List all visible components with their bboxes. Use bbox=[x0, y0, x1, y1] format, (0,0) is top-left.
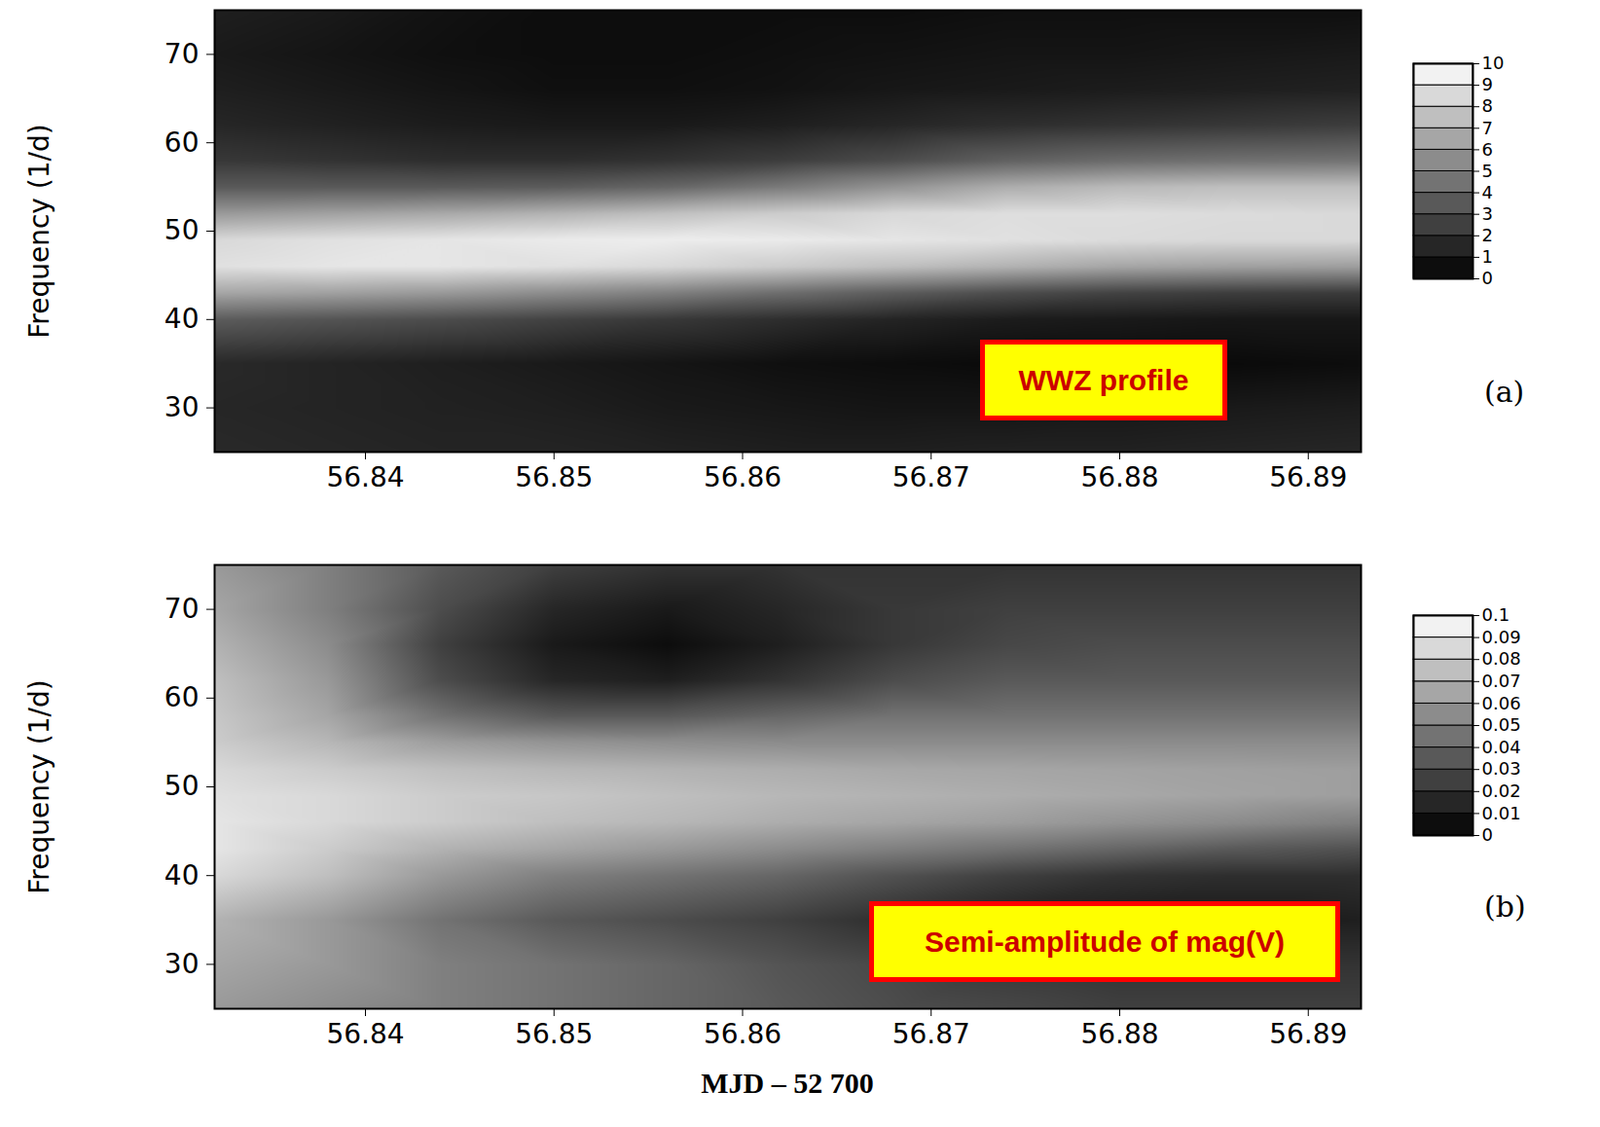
svg-text:0.02: 0.02 bbox=[1482, 780, 1522, 801]
svg-text:4: 4 bbox=[1482, 181, 1493, 203]
svg-text:0.03: 0.03 bbox=[1482, 758, 1522, 779]
html-text:MJD – 52 700: MJD – 52 700 bbox=[701, 1066, 874, 1099]
svg-text:56.87: 56.87 bbox=[892, 461, 971, 494]
svg-text:56.86: 56.86 bbox=[703, 461, 782, 494]
svg-text:2: 2 bbox=[1482, 224, 1493, 246]
svg-text:Frequency (1/d): Frequency (1/d) bbox=[23, 679, 56, 894]
svg-text:56.88: 56.88 bbox=[1080, 1018, 1159, 1051]
svg-text:60: 60 bbox=[164, 681, 200, 714]
svg-text:56.89: 56.89 bbox=[1269, 461, 1347, 494]
svg-text:3: 3 bbox=[1482, 203, 1493, 224]
svg-text:70: 70 bbox=[164, 37, 200, 71]
svg-text:0.06: 0.06 bbox=[1482, 692, 1522, 714]
svg-text:0: 0 bbox=[1482, 824, 1493, 845]
svg-text:40: 40 bbox=[164, 859, 200, 892]
svg-text:0: 0 bbox=[1482, 267, 1493, 289]
svg-text:8: 8 bbox=[1482, 95, 1493, 116]
svg-text:30: 30 bbox=[164, 391, 200, 424]
svg-text:56.85: 56.85 bbox=[514, 461, 593, 494]
svg-text:9: 9 bbox=[1482, 73, 1493, 95]
html-text:(a): (a) bbox=[1484, 374, 1525, 409]
svg-text:60: 60 bbox=[164, 126, 200, 159]
svg-text:56.86: 56.86 bbox=[703, 1018, 782, 1051]
svg-text:0.01: 0.01 bbox=[1482, 802, 1522, 824]
html-text:Semi-amplitude of mag(V): Semi-amplitude of mag(V) bbox=[924, 925, 1285, 958]
svg-text:0.05: 0.05 bbox=[1482, 714, 1522, 735]
svg-text:56.89: 56.89 bbox=[1269, 1018, 1347, 1051]
svg-text:40: 40 bbox=[164, 302, 200, 335]
html-text:(b): (b) bbox=[1484, 889, 1526, 924]
svg-text:30: 30 bbox=[164, 947, 200, 981]
svg-text:1: 1 bbox=[1482, 246, 1493, 267]
svg-text:0.1: 0.1 bbox=[1482, 604, 1511, 625]
svg-text:50: 50 bbox=[164, 214, 200, 247]
svg-text:0.07: 0.07 bbox=[1482, 670, 1522, 691]
svg-text:10: 10 bbox=[1482, 52, 1505, 73]
svg-text:5: 5 bbox=[1482, 160, 1493, 182]
svg-text:0.09: 0.09 bbox=[1482, 626, 1522, 648]
svg-text:6: 6 bbox=[1482, 139, 1493, 160]
svg-text:56.85: 56.85 bbox=[514, 1018, 593, 1051]
svg-text:56.88: 56.88 bbox=[1080, 461, 1159, 494]
svg-text:56.84: 56.84 bbox=[326, 461, 404, 494]
svg-text:Frequency (1/d): Frequency (1/d) bbox=[23, 123, 56, 338]
svg-text:7: 7 bbox=[1482, 117, 1493, 139]
html-text:WWZ profile: WWZ profile bbox=[1018, 363, 1189, 396]
svg-text:0.08: 0.08 bbox=[1482, 648, 1522, 669]
svg-text:50: 50 bbox=[164, 769, 200, 802]
svg-text:56.87: 56.87 bbox=[892, 1018, 971, 1051]
svg-text:70: 70 bbox=[164, 592, 200, 625]
svg-text:0.04: 0.04 bbox=[1482, 736, 1522, 758]
svg-text:56.84: 56.84 bbox=[326, 1018, 404, 1051]
